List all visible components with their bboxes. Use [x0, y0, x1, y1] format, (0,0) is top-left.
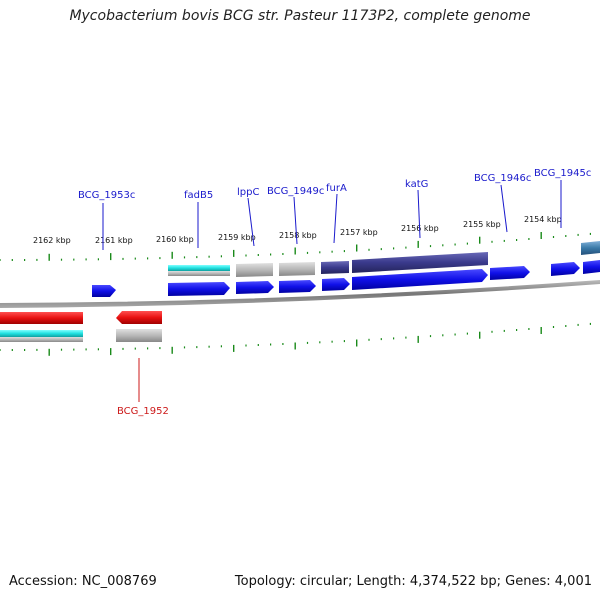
kbp-label: 2159 kbp — [218, 233, 256, 242]
lower-tick-track — [0, 322, 592, 356]
gene-arrow-BCG_1953c[interactable] — [92, 285, 116, 297]
gene-label-BCG_1949c[interactable]: BCG_1949c — [267, 186, 324, 197]
gene-label-BCG_1953c[interactable]: BCG_1953c — [78, 190, 135, 201]
gene-arrow-BCG_1945c[interactable] — [551, 262, 580, 276]
kbp-label: 2162 kbp — [33, 236, 71, 245]
cds-feature-reverse-left-gray[interactable] — [0, 337, 83, 342]
gene-arrow-BCG_1952[interactable] — [116, 311, 162, 324]
genome-summary-text: Topology: circular; Length: 4,374,522 bp… — [234, 574, 592, 589]
kbp-label: 2154 kbp — [524, 215, 562, 224]
gene-label-fadB5[interactable]: fadB5 — [184, 190, 213, 201]
gene-arrow-fadB5[interactable] — [168, 282, 230, 296]
cds-feature-katG[interactable] — [352, 252, 488, 273]
kbp-label: 2155 kbp — [463, 220, 501, 229]
cds-feature-lppC[interactable] — [236, 263, 273, 277]
cds-feature-BCG_1952[interactable] — [116, 329, 162, 342]
gene-label-BCG_1946c[interactable]: BCG_1946c — [474, 173, 531, 184]
accession-text: Accession: NC_008769 — [9, 574, 157, 589]
gene-label-furA[interactable]: furA — [326, 183, 347, 194]
kbp-label: 2157 kbp — [340, 228, 378, 237]
genome-title: Mycobacterium bovis BCG str. Pasteur 117… — [69, 8, 531, 24]
gene-label-lppC[interactable]: lppC — [237, 187, 259, 198]
kbp-label: 2158 kbp — [279, 231, 317, 240]
gene-arrow-katG[interactable] — [352, 269, 488, 290]
cds-feature-fadB5-gray[interactable] — [168, 271, 230, 276]
cds-feature-furA[interactable] — [321, 261, 349, 274]
kbp-label: 2161 kbp — [95, 236, 133, 245]
gene-label-BCG_1952[interactable]: BCG_1952 — [117, 406, 169, 417]
genome-backbone — [0, 280, 600, 308]
gene-label-BCG_1945c[interactable]: BCG_1945c — [534, 168, 591, 179]
gene-arrow-right-edge[interactable] — [583, 260, 600, 274]
cds-feature-BCG_1949c[interactable] — [279, 262, 315, 276]
cds-feature-fadB5-cyan[interactable] — [168, 265, 230, 271]
gene-arrow-lppC[interactable] — [236, 281, 274, 294]
cds-feature-reverse-left-cyan[interactable] — [0, 330, 83, 337]
cds-feature-right-edge[interactable] — [581, 241, 600, 255]
kbp-label: 2160 kbp — [156, 235, 194, 244]
gene-arrow-BCG_1949c[interactable] — [279, 280, 316, 293]
gene-arrow-furA[interactable] — [322, 278, 350, 291]
upper-tick-track — [0, 232, 592, 261]
gene-arrow-reverse-left[interactable] — [0, 312, 83, 324]
gene-label-katG[interactable]: katG — [405, 179, 428, 190]
gene-arrow-BCG_1946c[interactable] — [490, 266, 530, 280]
forward-label-leaders — [102, 180, 562, 250]
